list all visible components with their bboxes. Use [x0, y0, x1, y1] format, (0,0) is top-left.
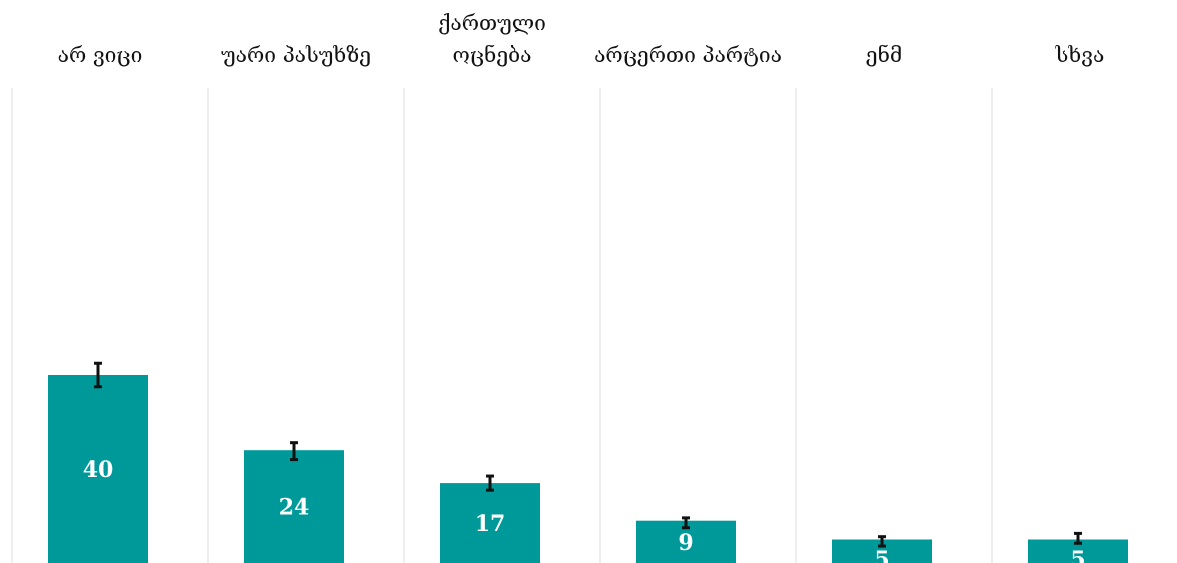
- error-bar-2: [486, 474, 494, 492]
- category-label-3: არცერთი პარტია: [594, 43, 782, 67]
- category-label-1: უარი პასუხზე: [221, 43, 371, 67]
- grid-layer: [11, 88, 993, 563]
- value-label-3: 9: [678, 530, 693, 556]
- value-label-5: 5: [1070, 547, 1085, 563]
- bar-0: [48, 375, 148, 563]
- bar-1: [244, 450, 344, 563]
- bar-layer: [48, 375, 1128, 563]
- category-label-0: არ ვიცი: [58, 43, 143, 67]
- value-label-2: 17: [475, 511, 506, 537]
- error-bar-layer: [94, 361, 1082, 548]
- bar-4: [832, 539, 932, 563]
- value-label-layer: 40 24 17 9 5 5: [83, 457, 1086, 563]
- value-label-0: 40: [83, 457, 114, 483]
- value-label-4: 5: [874, 547, 889, 563]
- error-bar-4: [878, 535, 886, 548]
- error-bar-0: [94, 361, 102, 389]
- category-label-layer: არ ვიცი უარი პასუხზე ქართული ოცნება არცერთი …: [58, 11, 1105, 67]
- bar-5: [1028, 539, 1128, 563]
- error-bar-5: [1074, 531, 1082, 545]
- category-label-2: ქართული ოცნება: [438, 11, 546, 67]
- bar-2: [440, 483, 540, 563]
- category-label-5: სხვა: [1055, 43, 1105, 67]
- error-bar-3: [682, 516, 690, 530]
- error-bar-1: [290, 441, 298, 462]
- value-label-1: 24: [279, 495, 310, 521]
- category-label-4: ენმ: [866, 43, 902, 67]
